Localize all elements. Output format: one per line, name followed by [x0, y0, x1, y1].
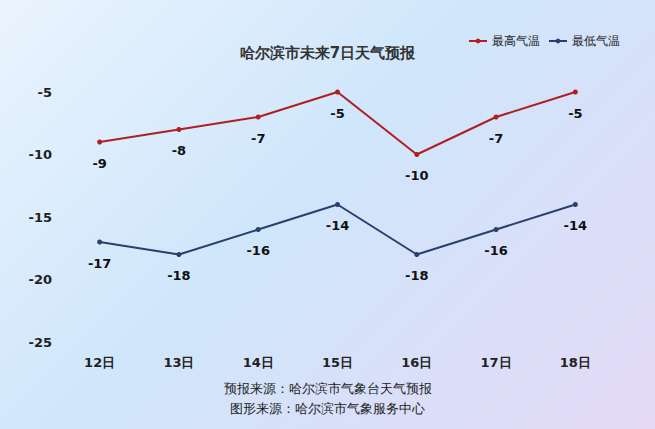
svg-text:-25: -25	[29, 335, 53, 350]
svg-text:-9: -9	[92, 156, 106, 171]
svg-text:-10: -10	[29, 147, 53, 162]
svg-text:-10: -10	[405, 168, 429, 183]
svg-text:13日: 13日	[163, 355, 194, 370]
svg-text:17日: 17日	[481, 355, 512, 370]
svg-text:-5: -5	[568, 106, 582, 121]
svg-text:-7: -7	[251, 131, 265, 146]
svg-text:哈尔滨市未来7日天气预报: 哈尔滨市未来7日天气预报	[240, 44, 416, 62]
svg-text:12日: 12日	[84, 355, 115, 370]
svg-text:图形来源：哈尔滨市气象服务中心: 图形来源：哈尔滨市气象服务中心	[230, 401, 425, 416]
svg-text:-15: -15	[29, 210, 53, 225]
svg-text:-18: -18	[167, 268, 191, 283]
svg-text:-20: -20	[29, 272, 53, 287]
svg-text:-5: -5	[330, 106, 344, 121]
svg-text:-17: -17	[88, 256, 112, 271]
svg-text:15日: 15日	[322, 355, 353, 370]
svg-text:-14: -14	[326, 218, 350, 233]
svg-text:最低气温: 最低气温	[572, 34, 620, 48]
svg-text:16日: 16日	[401, 355, 432, 370]
svg-text:-18: -18	[405, 268, 429, 283]
svg-text:14日: 14日	[243, 355, 274, 370]
svg-text:-8: -8	[172, 143, 186, 158]
svg-text:18日: 18日	[560, 355, 591, 370]
svg-text:-7: -7	[489, 131, 503, 146]
svg-text:-16: -16	[246, 243, 270, 258]
svg-text:-16: -16	[484, 243, 508, 258]
svg-text:预报来源：哈尔滨市气象台天气预报: 预报来源：哈尔滨市气象台天气预报	[224, 381, 432, 396]
svg-text:-14: -14	[564, 218, 588, 233]
svg-text:-5: -5	[38, 85, 52, 100]
svg-text:最高气温: 最高气温	[492, 34, 540, 48]
